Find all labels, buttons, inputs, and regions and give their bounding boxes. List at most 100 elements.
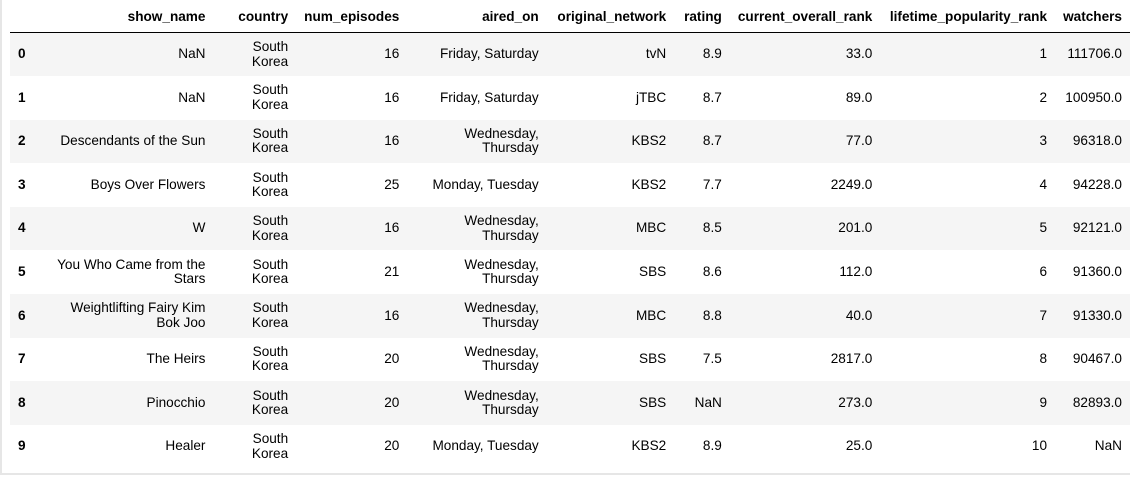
cell-rating: 8.9 — [702, 46, 722, 62]
cell-show-name: NaN — [178, 89, 206, 105]
cell-current-overall-rank: 77.0 — [845, 133, 873, 149]
cell-rating: 8.9 — [702, 438, 722, 454]
cell-aired-on: Wednesday, Thursday — [464, 256, 539, 287]
cell-num-episodes: 16 — [384, 307, 400, 323]
cell-aired-on: Monday, Tuesday — [432, 438, 539, 454]
cell-original-network: KBS2 — [631, 133, 667, 149]
cell-show-name: W — [192, 220, 206, 236]
cell-show-name: The Heirs — [146, 351, 206, 367]
cell-show-name: You Who Came from the Stars — [57, 256, 206, 287]
cell-original-network: SBS — [639, 264, 667, 280]
table-header: show_name country num_episodes aired_on … — [10, 2, 1130, 33]
cell-lifetime-popularity-rank: 10 — [1031, 438, 1048, 454]
table-row: 4 W South Korea 16 Wednesday, Thursday MBC 8.5… — [10, 206, 1130, 251]
table-row: 3 Boys Over Flowers South Korea 25 Monday, T… — [10, 163, 1130, 207]
cell-country: South Korea — [251, 125, 289, 156]
cell-current-overall-rank: 2249.0 — [830, 176, 873, 192]
cell-aired-on: Monday, Tuesday — [432, 176, 539, 192]
cell-original-network: KBS2 — [631, 438, 667, 454]
cell-watchers: NaN — [1094, 438, 1122, 454]
cell-current-overall-rank: 201.0 — [838, 220, 873, 236]
cell-lifetime-popularity-rank: 7 — [1039, 307, 1048, 323]
cell-watchers: 91330.0 — [1072, 307, 1122, 323]
cell-rating: 7.7 — [702, 176, 722, 192]
row-index: 7 — [18, 351, 26, 367]
table-row: 6 Weightlifting Fairy Kim Bok Joo South Ko… — [10, 294, 1130, 338]
cell-aired-on: Friday, Saturday — [440, 46, 539, 62]
cell-rating: 8.7 — [702, 89, 722, 105]
cell-show-name: Pinocchio — [146, 394, 206, 410]
cell-country: South Korea — [251, 300, 289, 330]
cell-num-episodes: 20 — [384, 394, 400, 410]
cell-show-name: NaN — [178, 46, 206, 62]
cell-num-episodes: 16 — [384, 89, 400, 105]
cell-watchers: 94228.0 — [1072, 176, 1122, 192]
header-row: show_name country num_episodes aired_on … — [10, 2, 1130, 33]
cell-num-episodes: 16 — [384, 46, 400, 62]
cell-rating: 8.7 — [702, 133, 722, 149]
cell-lifetime-popularity-rank: 2 — [1039, 89, 1048, 105]
cell-show-name: Healer — [165, 438, 206, 454]
cell-lifetime-popularity-rank: 5 — [1039, 220, 1048, 236]
cell-lifetime-popularity-rank: 4 — [1039, 176, 1048, 192]
column-header-rating: rating — [674, 2, 730, 33]
table-row: 9 Healer South Korea 20 Monday, Tuesday KBS2 8… — [10, 424, 1130, 469]
cell-aired-on: Wednesday, Thursday — [464, 125, 539, 156]
cell-rating: 7.5 — [702, 351, 722, 367]
cell-rating: 8.5 — [702, 220, 722, 236]
table-row: 5 You Who Came from the Stars South Korea 2… — [10, 250, 1130, 295]
row-index: 6 — [18, 307, 26, 323]
column-header-country: country — [213, 2, 297, 33]
cell-country: South Korea — [251, 213, 289, 243]
cell-num-episodes: 25 — [384, 176, 400, 192]
cell-original-network: tvN — [645, 46, 667, 62]
cell-aired-on: Wednesday, Thursday — [464, 300, 539, 330]
row-index: 2 — [18, 133, 26, 149]
row-index: 1 — [18, 89, 26, 105]
cell-watchers: 111706.0 — [1067, 46, 1122, 62]
cell-country: South Korea — [251, 39, 289, 69]
cell-watchers: 100950.0 — [1065, 89, 1122, 105]
cell-lifetime-popularity-rank: 3 — [1039, 133, 1048, 149]
dataframe-table: show_name country num_episodes aired_on … — [10, 2, 1130, 469]
column-header-lifetime-popularity-rank: lifetime_popularity_rank — [880, 2, 1056, 33]
cell-rating: NaN — [694, 394, 722, 410]
row-index: 9 — [18, 438, 26, 454]
cell-num-episodes: 16 — [384, 133, 400, 149]
cell-lifetime-popularity-rank: 9 — [1039, 394, 1048, 410]
cell-current-overall-rank: 89.0 — [845, 89, 873, 105]
cell-current-overall-rank: 2817.0 — [830, 351, 873, 367]
column-header-current-overall-rank: current_overall_rank — [729, 2, 881, 33]
cell-original-network: KBS2 — [631, 176, 667, 192]
row-index: 0 — [18, 46, 26, 62]
cell-lifetime-popularity-rank: 1 — [1039, 46, 1048, 62]
cell-original-network: jTBC — [635, 89, 667, 105]
cell-country: South Korea — [251, 169, 289, 200]
cell-num-episodes: 21 — [384, 264, 400, 280]
cell-original-network: SBS — [639, 351, 667, 367]
index-header — [10, 2, 39, 33]
row-index: 8 — [18, 394, 26, 410]
cell-watchers: 90467.0 — [1072, 351, 1122, 367]
table-body: 0 NaN South Korea 16 Friday, Saturday tvN 8.9 3… — [10, 32, 1130, 469]
cell-aired-on: Wednesday, Thursday — [464, 213, 539, 243]
cell-aired-on: Friday, Saturday — [440, 89, 539, 105]
cell-current-overall-rank: 25.0 — [845, 438, 873, 454]
cell-country: South Korea — [251, 431, 289, 461]
table-row: 0 NaN South Korea 16 Friday, Saturday tvN 8.9 3… — [10, 32, 1130, 77]
cell-num-episodes: 20 — [384, 351, 400, 367]
table-row: 8 Pinocchio South Korea 20 Wednesday, Thursd… — [10, 381, 1130, 425]
row-index: 4 — [18, 220, 26, 236]
cell-rating: 8.6 — [702, 264, 722, 280]
cell-watchers: 92121.0 — [1072, 220, 1122, 236]
cell-current-overall-rank: 33.0 — [845, 46, 873, 62]
cell-country: South Korea — [251, 82, 289, 112]
cell-lifetime-popularity-rank: 6 — [1039, 264, 1048, 280]
cell-original-network: MBC — [635, 220, 667, 236]
cell-country: South Korea — [251, 256, 289, 287]
cell-num-episodes: 20 — [384, 438, 400, 454]
cell-country: South Korea — [251, 387, 289, 418]
cell-original-network: SBS — [639, 394, 667, 410]
table-row: 7 The Heirs South Korea 20 Wednesday, Thursd… — [10, 337, 1130, 382]
cell-original-network: MBC — [635, 307, 667, 323]
